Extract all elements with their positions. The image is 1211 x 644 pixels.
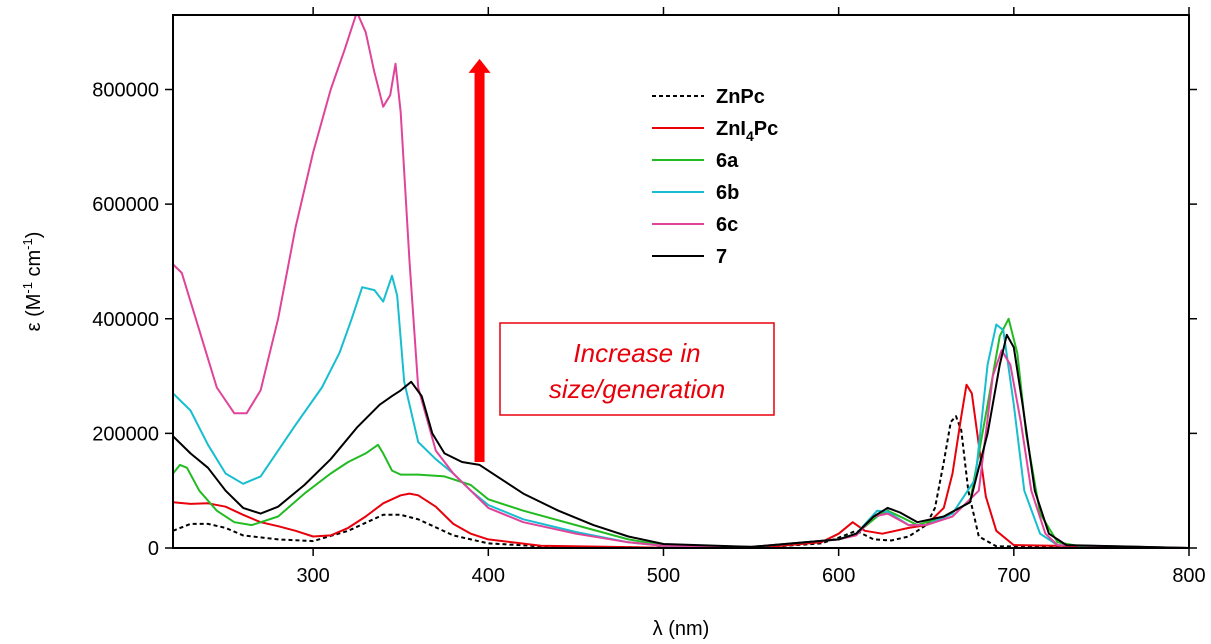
y-tick-label-600000: 600000: [92, 194, 159, 216]
x-tick-label-800: 800: [1172, 565, 1205, 587]
x-tick-label-600: 600: [822, 565, 855, 587]
y-axis-title-sup2: -1: [20, 238, 35, 250]
y-axis-title-mid: cm: [23, 250, 45, 282]
legend-label-zni4pc: ZnI4Pc: [716, 118, 778, 144]
legend-label-6a: 6a: [716, 150, 739, 172]
y-axis-title-prefix: ε (M: [23, 294, 45, 332]
y-axis-title-suffix: ): [23, 232, 45, 239]
series-line-znpc: [173, 415, 1189, 548]
ticks-layer: 300 400 500 600 700 800 0 200000 400000 600000 800…: [92, 7, 1206, 587]
legend-label-7: 7: [716, 246, 727, 268]
y-tick-label-0: 0: [148, 538, 159, 560]
increase-arrow-shaft: [474, 70, 485, 463]
x-axis-title: λ (nm): [653, 618, 710, 640]
annotation-frame: [499, 322, 775, 416]
y-tick-label-400000: 400000: [92, 309, 159, 331]
plot-frame: [172, 14, 1190, 549]
series-line-6c: [173, 15, 1189, 548]
series-layer: [173, 15, 1189, 548]
series-line-7: [173, 333, 1189, 548]
series-line-zni4pc: [173, 383, 1189, 548]
x-tick-label-500: 500: [647, 565, 680, 587]
series-line-6a: [173, 317, 1189, 548]
series-line-6b: [173, 274, 1189, 548]
annotation-line-1: Increase in: [573, 338, 700, 368]
y-tick-label-200000: 200000: [92, 423, 159, 445]
annotation-line-2: size/generation: [549, 374, 725, 404]
x-tick-label-700: 700: [997, 565, 1030, 587]
y-axis-title: ε (M-1 cm-1): [20, 232, 45, 332]
annotation-box: Increase in size/generation: [499, 322, 775, 416]
y-axis-title-sup1: -1: [20, 282, 35, 294]
legend-label-6c: 6c: [716, 214, 738, 236]
increase-arrow-head: [468, 58, 491, 73]
legend-label-znpc: ZnPc: [716, 86, 765, 108]
x-tick-label-400: 400: [472, 565, 505, 587]
y-tick-label-800000: 800000: [92, 80, 159, 102]
x-tick-label-300: 300: [296, 565, 329, 587]
legend: ZnPc ZnI4Pc 6a 6b 6c 7: [652, 86, 778, 268]
legend-label-6b: 6b: [716, 182, 739, 204]
arrow-layer: [468, 58, 491, 463]
